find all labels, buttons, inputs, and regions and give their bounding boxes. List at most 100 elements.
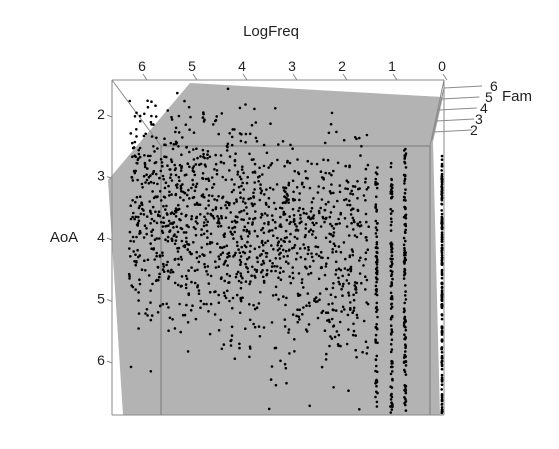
data-point [293, 235, 297, 239]
data-point [166, 109, 169, 112]
data-point [320, 266, 324, 270]
data-point [158, 176, 161, 180]
data-point [270, 321, 274, 324]
data-point [150, 114, 153, 118]
data-point [319, 225, 323, 228]
data-point [172, 234, 176, 238]
data-point [308, 304, 311, 308]
data-point [261, 173, 264, 176]
data-point [285, 196, 288, 200]
data-point [169, 212, 173, 215]
data-point [185, 236, 188, 240]
data-point [291, 207, 295, 211]
data-point [211, 208, 215, 212]
data-point [184, 283, 188, 286]
data-point [197, 260, 201, 264]
data-point [228, 169, 231, 172]
data-point [162, 221, 166, 224]
data-point [440, 396, 444, 399]
data-point [159, 158, 163, 161]
data-point [206, 150, 210, 153]
data-point [404, 199, 407, 202]
data-point [234, 215, 238, 218]
data-point [277, 298, 280, 301]
data-point [149, 174, 152, 177]
data-point [209, 212, 212, 216]
data-point [164, 181, 168, 184]
data-point [296, 308, 299, 312]
data-point [374, 206, 377, 209]
data-point [207, 177, 210, 180]
data-point [283, 164, 286, 168]
data-point [222, 263, 226, 266]
data-point [297, 315, 301, 319]
y-tick-mark [106, 360, 113, 364]
data-point [253, 107, 256, 111]
data-point [174, 193, 177, 197]
data-point [272, 201, 276, 205]
data-point [313, 297, 316, 301]
data-point [279, 238, 283, 241]
data-point [171, 222, 174, 225]
data-point [338, 184, 342, 187]
cube-front-edges [111, 79, 445, 416]
data-point [238, 132, 242, 135]
data-point [179, 196, 182, 199]
data-point [142, 174, 146, 178]
data-point [208, 290, 212, 294]
data-point [276, 249, 280, 252]
z-tick-mark [441, 96, 480, 100]
data-point [312, 197, 315, 200]
data-point [271, 229, 274, 232]
data-point [253, 202, 256, 206]
data-point [298, 198, 301, 202]
data-point [364, 257, 367, 261]
data-point [330, 224, 334, 228]
data-point [240, 281, 243, 284]
data-point [204, 165, 207, 168]
data-point [440, 248, 444, 252]
data-point [134, 253, 137, 256]
data-point [286, 254, 289, 258]
data-point [287, 181, 291, 185]
data-point [196, 222, 199, 225]
data-point [338, 222, 342, 225]
data-point [194, 163, 198, 166]
data-point [317, 185, 321, 188]
data-point [358, 408, 361, 411]
data-point [207, 179, 211, 182]
data-point [160, 161, 164, 164]
data-point [264, 241, 267, 245]
data-point [267, 223, 270, 226]
data-point [134, 288, 137, 291]
data-point [375, 310, 378, 314]
data-point [375, 380, 378, 383]
data-point [204, 218, 208, 221]
data-point [166, 269, 170, 273]
data-point [262, 231, 266, 235]
data-point [223, 245, 226, 249]
data-point [349, 269, 353, 273]
data-point [162, 177, 165, 181]
data-point [327, 318, 331, 322]
data-point [135, 161, 138, 165]
data-point [351, 311, 355, 315]
data-point [203, 262, 206, 266]
data-point [129, 132, 133, 135]
data-point [233, 128, 236, 131]
data-point [233, 230, 236, 234]
data-point [185, 277, 189, 281]
data-point [296, 320, 300, 324]
data-point [403, 319, 407, 323]
data-point [138, 232, 141, 235]
data-point [340, 287, 343, 291]
data-point [239, 274, 243, 278]
data-point [239, 177, 243, 181]
data-point [307, 323, 311, 326]
data-point [192, 158, 196, 161]
data-point [231, 306, 234, 310]
y-tick-mark [106, 299, 113, 302]
data-point [228, 274, 232, 278]
data-point [227, 281, 230, 285]
data-point [267, 230, 271, 233]
